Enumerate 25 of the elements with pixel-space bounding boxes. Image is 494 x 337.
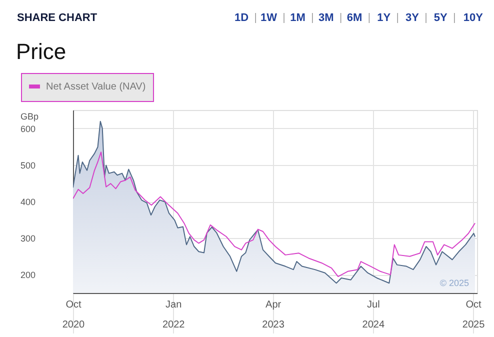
x-tick-label: Apr 2023 <box>262 300 285 330</box>
y-tick-label: 500 <box>20 160 36 170</box>
y-tick-label: 200 <box>20 270 36 280</box>
text: 6M <box>346 12 362 24</box>
chart-title: SHARE CHART <box>17 12 98 24</box>
text: 10Y <box>463 12 484 24</box>
text: 1M <box>290 12 306 24</box>
x-tick-label: Jan 2022 <box>162 300 186 330</box>
y-tick-label: 300 <box>20 234 36 244</box>
y-axis-title: GBp <box>20 112 39 122</box>
legend-label: Net Asset Value (NAV) <box>46 82 146 92</box>
text: 3M <box>318 12 334 24</box>
annotation: © 2025 <box>440 278 469 288</box>
text: 5Y <box>434 12 448 24</box>
text: 1D <box>234 12 249 24</box>
y-tick-label: 400 <box>20 197 36 207</box>
chart-subtitle: Price <box>16 39 66 64</box>
x-tick-label: Oct 2020 <box>62 300 86 330</box>
text: 1W <box>260 12 278 24</box>
x-tick-label: Oct 2025 <box>462 300 486 330</box>
y-tick-label: 600 <box>20 124 36 134</box>
text: 3Y <box>406 12 420 24</box>
text: 1Y <box>377 12 392 24</box>
line-series <box>73 152 476 278</box>
x-tick-label: Jul 2024 <box>362 300 385 330</box>
